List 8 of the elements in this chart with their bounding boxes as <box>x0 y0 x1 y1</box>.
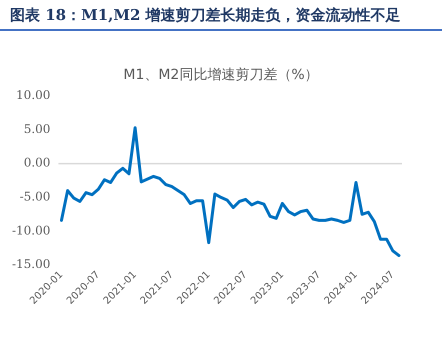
y-tick-label: -15.00 <box>12 257 50 272</box>
chart-title: 图表 18：M1,M2 增速剪刀差长期走负，资金流动性不足 <box>0 0 442 31</box>
y-tick-label: 0.00 <box>24 156 50 170</box>
chart-subtitle: M1、M2同比增速剪刀差（%） <box>122 66 320 84</box>
y-tick-label: 5.00 <box>24 122 50 136</box>
y-tick-label: 10.00 <box>16 88 50 102</box>
y-tick-label: -10.00 <box>12 223 50 238</box>
y-tick-label: -5.00 <box>20 190 50 204</box>
